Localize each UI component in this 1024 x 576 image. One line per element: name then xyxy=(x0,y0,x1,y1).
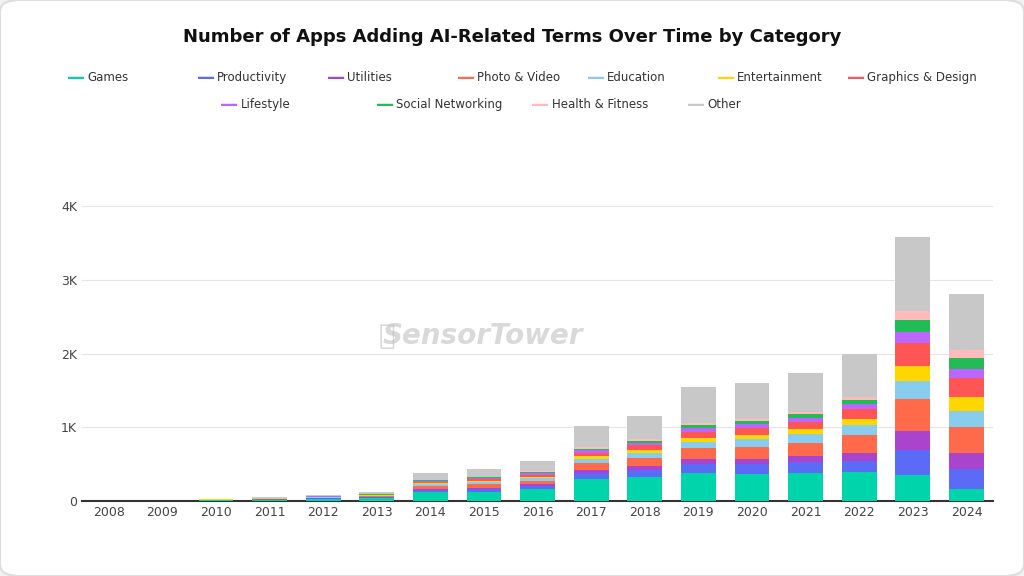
Bar xyxy=(895,311,930,320)
Bar xyxy=(413,484,447,486)
Bar xyxy=(628,450,663,453)
Text: —: — xyxy=(327,69,345,87)
Bar xyxy=(306,499,341,501)
Bar xyxy=(895,475,930,501)
Bar xyxy=(949,411,984,427)
Bar xyxy=(573,450,608,453)
Bar xyxy=(895,381,930,399)
Bar xyxy=(842,435,877,453)
Bar xyxy=(467,484,502,488)
Bar xyxy=(788,443,823,456)
Text: Number of Apps Adding AI-Related Terms Over Time by Category: Number of Apps Adding AI-Related Terms O… xyxy=(183,28,841,47)
Text: Education: Education xyxy=(607,71,666,84)
Text: Social Networking: Social Networking xyxy=(396,98,503,111)
Bar xyxy=(842,472,877,501)
Bar xyxy=(628,443,663,445)
Bar xyxy=(681,442,716,449)
Bar xyxy=(895,237,930,311)
Bar xyxy=(467,489,502,491)
Bar xyxy=(573,470,608,473)
Bar xyxy=(949,469,984,490)
Bar xyxy=(895,332,930,343)
Text: —: — xyxy=(687,96,706,114)
Bar xyxy=(788,422,823,429)
Bar xyxy=(788,434,823,443)
Bar xyxy=(573,426,608,448)
Bar xyxy=(413,492,447,501)
Bar xyxy=(467,491,502,501)
Bar xyxy=(788,418,823,422)
Bar xyxy=(842,410,877,419)
Bar xyxy=(413,486,447,489)
Bar xyxy=(842,354,877,397)
Bar xyxy=(467,479,502,481)
Bar xyxy=(895,431,930,449)
Text: SensorTower: SensorTower xyxy=(383,323,583,350)
Bar xyxy=(467,488,502,489)
Text: —: — xyxy=(847,69,865,87)
Text: Graphics & Design: Graphics & Design xyxy=(867,71,977,84)
Bar xyxy=(949,453,984,469)
Bar xyxy=(306,498,341,499)
Bar xyxy=(520,480,555,484)
Bar xyxy=(949,294,984,350)
Bar xyxy=(842,400,877,404)
Bar xyxy=(842,453,877,461)
Text: Photo & Video: Photo & Video xyxy=(477,71,560,84)
Bar xyxy=(788,429,823,434)
Bar xyxy=(628,441,663,443)
Bar xyxy=(199,500,233,501)
Bar xyxy=(734,474,769,501)
Bar xyxy=(573,456,608,458)
Bar xyxy=(842,461,877,472)
Bar xyxy=(573,473,608,479)
Text: —: — xyxy=(717,69,735,87)
Bar xyxy=(628,466,663,470)
Bar xyxy=(520,486,555,490)
Bar xyxy=(734,419,769,421)
Bar xyxy=(681,464,716,473)
Bar xyxy=(734,428,769,435)
Bar xyxy=(467,482,502,484)
Text: Games: Games xyxy=(87,71,128,84)
Bar xyxy=(734,421,769,424)
Bar xyxy=(306,495,341,496)
Bar xyxy=(949,369,984,378)
Bar xyxy=(413,490,447,492)
Text: Entertainment: Entertainment xyxy=(737,71,823,84)
Text: Productivity: Productivity xyxy=(217,71,288,84)
Bar xyxy=(895,343,930,366)
Bar xyxy=(573,448,608,449)
Text: Other: Other xyxy=(708,98,741,111)
Text: Health & Fitness: Health & Fitness xyxy=(552,98,648,111)
Bar xyxy=(628,453,663,458)
Bar xyxy=(681,432,716,438)
Bar xyxy=(467,477,502,478)
Bar xyxy=(949,397,984,411)
Bar xyxy=(628,445,663,450)
Bar xyxy=(734,464,769,474)
Text: —: — xyxy=(197,69,215,87)
Bar xyxy=(788,473,823,501)
Bar xyxy=(788,463,823,473)
Text: Ⓟ: Ⓟ xyxy=(379,323,395,350)
Bar xyxy=(788,412,823,415)
Bar xyxy=(520,471,555,472)
Bar xyxy=(842,404,877,410)
Bar xyxy=(734,439,769,446)
Bar xyxy=(681,428,716,432)
Bar xyxy=(628,439,663,441)
Bar xyxy=(413,480,447,481)
Bar xyxy=(628,416,663,439)
Bar xyxy=(573,463,608,470)
Bar xyxy=(467,478,502,479)
Bar xyxy=(734,435,769,439)
Bar xyxy=(413,473,447,480)
Bar xyxy=(734,384,769,419)
Bar xyxy=(359,492,394,494)
Text: —: — xyxy=(457,69,475,87)
Bar xyxy=(520,475,555,476)
Bar xyxy=(359,498,394,501)
Bar xyxy=(573,449,608,450)
